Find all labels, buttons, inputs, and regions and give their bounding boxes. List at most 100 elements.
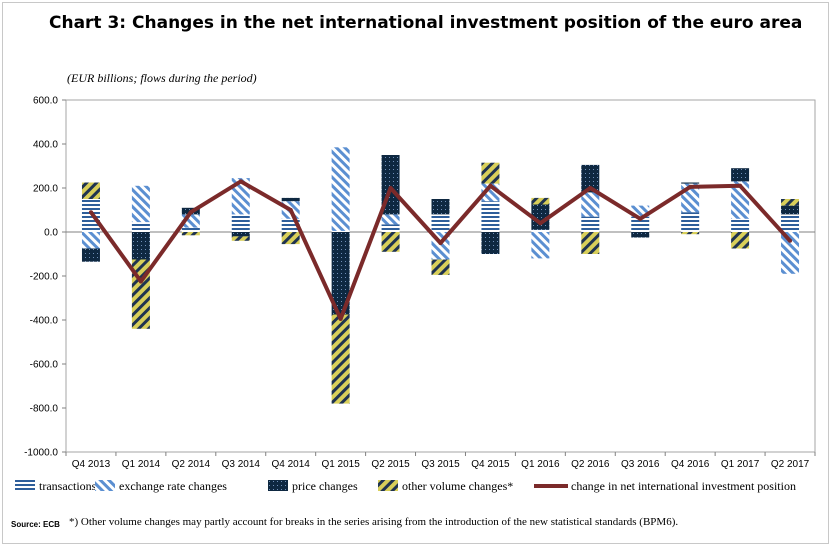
bar-other-volume-changes xyxy=(231,236,250,241)
bar-transactions xyxy=(531,229,550,232)
net-position-point xyxy=(238,179,243,184)
bar-price-changes xyxy=(781,205,800,215)
bar-other-volume-changes xyxy=(481,162,500,184)
legend-swatch xyxy=(268,480,288,491)
x-tick-label: Q2 2014 xyxy=(172,459,211,470)
y-tick-label: 600.0 xyxy=(33,96,58,107)
bar-other-volume-changes xyxy=(681,232,700,235)
net-position-point xyxy=(738,183,743,188)
bar-other-volume-changes xyxy=(731,232,750,249)
bar-exchange-rate-changes xyxy=(131,185,150,223)
y-tick-label: 400.0 xyxy=(33,140,58,151)
bar-exchange-rate-changes xyxy=(331,147,350,231)
net-position-point xyxy=(338,316,343,321)
x-tick-label: Q1 2014 xyxy=(122,459,161,470)
bar-exchange-rate-changes xyxy=(631,205,650,217)
y-tick-label: -200.0 xyxy=(30,272,59,283)
bar-transactions xyxy=(731,218,750,232)
bar-transactions xyxy=(681,212,700,232)
bar-price-changes xyxy=(731,168,750,182)
legend-label: transactions xyxy=(39,479,97,493)
bar-price-changes xyxy=(681,182,700,184)
bar-price-changes xyxy=(481,232,500,254)
bar-price-changes xyxy=(81,248,100,262)
x-tick-label: Q4 2013 xyxy=(72,459,111,470)
bar-transactions xyxy=(331,230,350,232)
legend-label: price changes xyxy=(292,479,358,493)
bar-price-changes xyxy=(281,197,300,202)
net-position-point xyxy=(638,216,643,221)
x-tick-label: Q1 2017 xyxy=(721,459,760,470)
source-note: Source: ECB xyxy=(11,520,60,529)
bar-price-changes xyxy=(531,204,550,230)
bar-exchange-rate-changes xyxy=(581,192,600,217)
bar-transactions xyxy=(481,201,500,232)
legend-swatch xyxy=(378,480,398,491)
chart-title: Chart 3: Changes in the net internationa… xyxy=(49,13,803,33)
x-tick-label: Q1 2016 xyxy=(521,459,560,470)
bar-price-changes xyxy=(431,199,450,215)
y-tick-label: -800.0 xyxy=(30,404,59,415)
bar-transactions xyxy=(581,216,600,232)
bar-transactions xyxy=(181,227,200,232)
net-position-point xyxy=(388,186,393,190)
bar-exchange-rate-changes xyxy=(781,232,800,274)
legend-label: change in net international investment p… xyxy=(571,479,796,493)
bar-transactions xyxy=(381,224,400,232)
bar-price-changes xyxy=(331,232,350,315)
chart-subtitle: (EUR billions; flows during the period) xyxy=(67,71,257,85)
bar-exchange-rate-changes xyxy=(231,178,250,215)
bar-other-volume-changes xyxy=(331,314,350,404)
bar-transactions xyxy=(431,214,450,232)
x-tick-label: Q2 2016 xyxy=(571,459,610,470)
bar-transactions xyxy=(231,214,250,232)
net-position-point xyxy=(138,279,143,284)
bar-other-volume-changes xyxy=(381,232,400,252)
bar-other-volume-changes xyxy=(781,199,800,206)
net-position-point xyxy=(788,238,793,243)
y-tick-label: 200.0 xyxy=(33,184,58,195)
x-tick-label: Q3 2015 xyxy=(421,459,460,470)
x-tick-label: Q2 2015 xyxy=(371,459,410,470)
net-position-point xyxy=(288,208,293,212)
x-tick-label: Q3 2014 xyxy=(222,459,261,470)
legend-swatch xyxy=(95,480,115,491)
bar-other-volume-changes xyxy=(81,182,100,199)
legend-swatch xyxy=(15,480,35,491)
y-tick-label: -1000.0 xyxy=(24,448,58,459)
bar-exchange-rate-changes xyxy=(531,232,550,259)
net-position-point xyxy=(488,183,493,188)
bar-other-volume-changes xyxy=(281,232,300,245)
net-position-point xyxy=(538,221,543,226)
net-position-point xyxy=(438,241,443,245)
bar-other-volume-changes xyxy=(431,259,450,275)
bar-price-changes xyxy=(631,232,650,238)
bar-exchange-rate-changes xyxy=(381,214,400,225)
bar-other-volume-changes xyxy=(581,232,600,254)
bar-transactions xyxy=(631,216,650,232)
legend-label: exchange rate changes xyxy=(119,479,227,493)
footnote: *) Other volume changes may partly accou… xyxy=(69,516,679,528)
legend-label: other volume changes* xyxy=(402,479,513,493)
x-tick-label: Q1 2015 xyxy=(321,459,360,470)
y-tick-label: -400.0 xyxy=(30,316,59,327)
bar-transactions xyxy=(781,214,800,232)
bar-other-volume-changes xyxy=(531,197,550,205)
x-tick-label: Q4 2016 xyxy=(671,459,710,470)
net-position-point xyxy=(188,210,193,215)
y-tick-label: -600.0 xyxy=(30,360,59,371)
x-tick-label: Q3 2016 xyxy=(621,459,660,470)
bar-price-changes xyxy=(231,232,250,237)
net-position-point xyxy=(88,210,93,215)
x-tick-label: Q2 2017 xyxy=(771,459,810,470)
y-tick-label: 0.0 xyxy=(44,228,58,239)
net-position-point xyxy=(688,184,693,189)
bar-other-volume-changes xyxy=(181,232,200,236)
bar-transactions xyxy=(131,222,150,232)
x-tick-label: Q4 2014 xyxy=(272,459,311,470)
bar-exchange-rate-changes xyxy=(81,232,100,249)
bar-price-changes xyxy=(131,232,150,260)
x-tick-label: Q4 2015 xyxy=(471,459,510,470)
net-position-point xyxy=(588,186,593,190)
